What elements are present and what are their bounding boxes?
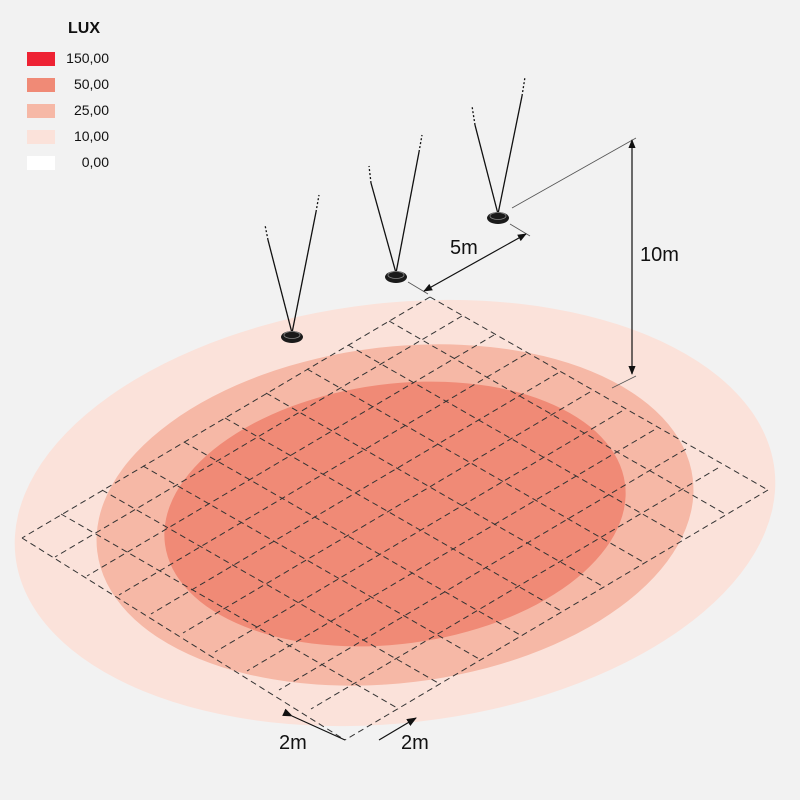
legend-swatch-25 <box>27 104 55 118</box>
legend-swatch-0 <box>27 156 55 170</box>
legend-title: LUX <box>68 20 100 37</box>
grid-label-right: 2m <box>401 732 429 754</box>
spacing-label: 5m <box>450 237 478 259</box>
dimension-grid: 2m 2m <box>279 708 429 754</box>
legend-item-50: 50,00 <box>27 76 137 92</box>
height-label: 10m <box>640 244 679 266</box>
grid-label-left: 2m <box>279 732 307 754</box>
legend-item-150: 150,00 <box>27 50 137 66</box>
dimension-height: 10m <box>511 137 679 389</box>
legend-swatch-10 <box>27 130 55 144</box>
legend-value-25: 25,00 <box>73 102 109 118</box>
luminaire-left <box>264 194 320 343</box>
legend-swatch-50 <box>27 78 55 92</box>
zone-50-lux <box>164 381 626 647</box>
legend-item-25: 25,00 <box>27 102 137 118</box>
legend-value-150: 150,00 <box>66 50 109 66</box>
luminaire-right <box>471 76 526 224</box>
legend-value-10: 10,00 <box>73 128 109 144</box>
dimension-spacing: 5m <box>407 223 531 295</box>
legend-swatch-150 <box>27 52 55 66</box>
floor-grid <box>21 296 769 741</box>
legend-value-50: 50,00 <box>73 76 109 92</box>
legend-item-0: 0,00 <box>27 154 137 170</box>
luminaire-middle <box>368 134 423 283</box>
legend-item-10: 10,00 <box>27 128 137 144</box>
legend-value-0: 0,00 <box>81 154 109 170</box>
